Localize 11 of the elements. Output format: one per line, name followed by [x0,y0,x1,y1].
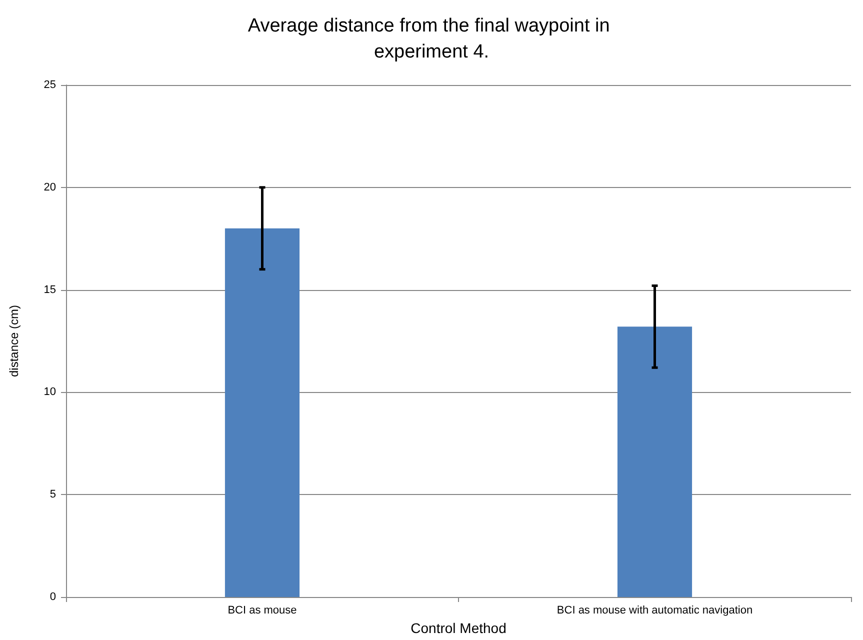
x-tick-label: BCI as mouse [228,604,297,616]
y-tick-label: 15 [44,284,56,296]
chart-title: Average distance from the final waypoint in experiment 4. [248,16,616,62]
y-tick-label: 20 [44,181,56,194]
y-tick-label: 5 [50,488,56,501]
x-tick-label: BCI as mouse with automatic navigation [556,604,753,616]
y-tick-label: 25 [44,79,56,91]
y-axis-title: distance (cm) [7,304,21,378]
y-tick-label: 0 [50,591,56,603]
x-axis-title: Control Method [410,620,506,636]
y-tick-label: 10 [44,386,56,398]
